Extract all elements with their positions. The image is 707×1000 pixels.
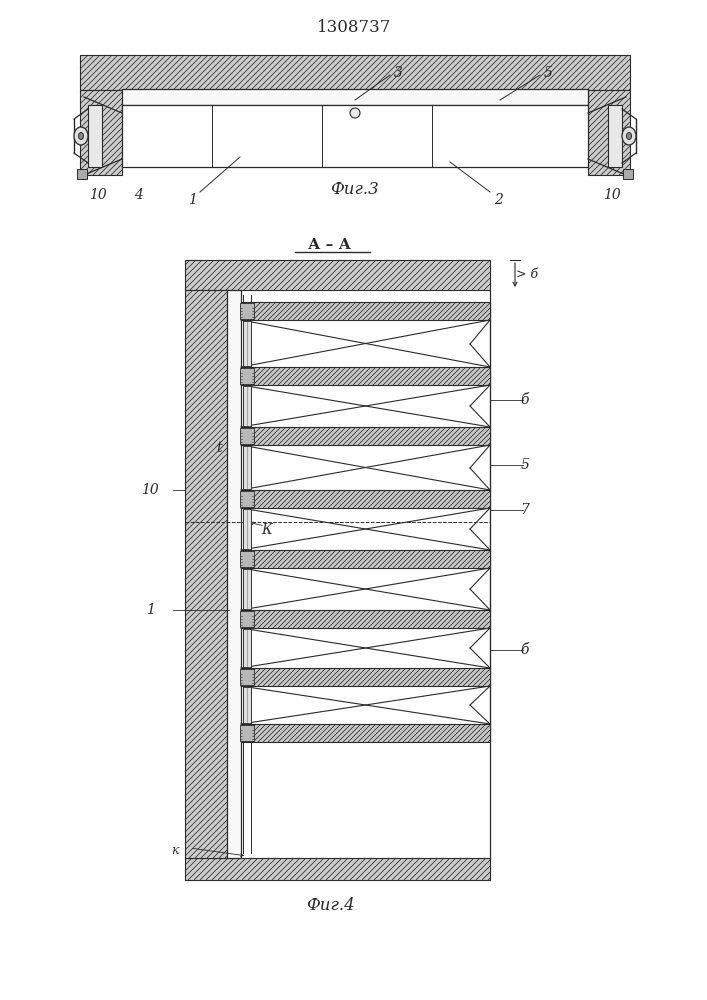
Text: б: б: [521, 393, 530, 407]
Text: к: к: [171, 844, 179, 856]
Bar: [243, 509, 251, 549]
Bar: [185, 260, 490, 290]
Bar: [243, 321, 251, 366]
Circle shape: [350, 108, 360, 118]
Ellipse shape: [626, 132, 631, 139]
Bar: [241, 302, 490, 320]
Bar: [243, 687, 251, 723]
Bar: [243, 446, 251, 489]
Bar: [88, 105, 102, 167]
Bar: [241, 427, 490, 445]
Text: 4: 4: [134, 188, 142, 202]
Text: 7: 7: [520, 503, 530, 517]
Text: б: б: [521, 643, 530, 657]
Text: 1308737: 1308737: [317, 19, 391, 36]
Bar: [608, 105, 622, 167]
Text: 10: 10: [89, 188, 107, 202]
Text: 10: 10: [141, 483, 159, 497]
Bar: [80, 55, 630, 90]
Text: Фиг.3: Фиг.3: [329, 182, 378, 198]
Text: 2: 2: [493, 193, 503, 207]
Text: t: t: [216, 441, 222, 455]
Text: 5: 5: [520, 458, 530, 472]
Bar: [240, 428, 254, 444]
Bar: [241, 490, 490, 508]
Text: 1: 1: [187, 193, 197, 207]
Bar: [240, 368, 254, 384]
Bar: [623, 169, 633, 179]
Text: 3: 3: [394, 66, 402, 80]
Bar: [240, 669, 254, 685]
Text: 1: 1: [146, 603, 154, 617]
Bar: [227, 290, 241, 858]
Text: 10: 10: [603, 188, 621, 202]
Bar: [122, 105, 588, 167]
Bar: [80, 90, 122, 175]
Bar: [241, 550, 490, 568]
Text: > б: > б: [516, 268, 538, 282]
Bar: [241, 668, 490, 686]
Bar: [241, 724, 490, 742]
Bar: [185, 290, 227, 858]
Bar: [77, 169, 87, 179]
Bar: [241, 367, 490, 385]
Bar: [240, 491, 254, 507]
Ellipse shape: [74, 127, 88, 145]
Bar: [122, 89, 588, 105]
Text: Фиг.4: Фиг.4: [305, 896, 354, 914]
Text: А – А: А – А: [308, 238, 351, 252]
Bar: [243, 569, 251, 609]
Bar: [243, 386, 251, 426]
Bar: [185, 858, 490, 880]
Bar: [240, 551, 254, 567]
Bar: [240, 303, 254, 319]
Bar: [240, 725, 254, 741]
Text: К: К: [262, 523, 272, 537]
Ellipse shape: [622, 127, 636, 145]
Text: 5: 5: [544, 66, 552, 80]
Ellipse shape: [78, 132, 83, 139]
Bar: [243, 629, 251, 667]
Bar: [240, 611, 254, 627]
Bar: [588, 90, 630, 175]
Bar: [241, 610, 490, 628]
